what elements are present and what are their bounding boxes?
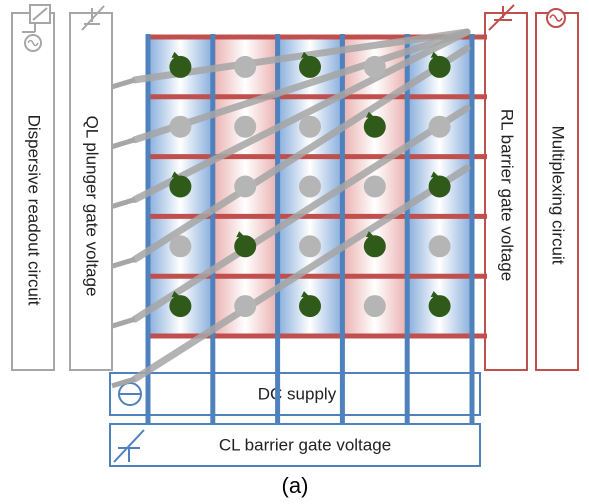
plunger-line xyxy=(131,28,471,84)
plunger-line xyxy=(131,44,471,263)
dispersive-readout-label: Dispersive readout circuit xyxy=(25,115,44,306)
empty-dot xyxy=(363,55,386,78)
empty-dot xyxy=(169,235,192,258)
readout-resonator-icon xyxy=(22,4,51,52)
empty-dot xyxy=(428,235,451,258)
empty-dot xyxy=(299,115,321,138)
spin-arrow-head-icon xyxy=(171,291,180,298)
current-source-icon xyxy=(118,382,142,406)
figure-caption: (a) xyxy=(282,473,309,498)
spin-arrow-icon xyxy=(173,295,187,316)
empty-dot xyxy=(169,115,192,138)
plunger-lead xyxy=(111,256,136,269)
red-horizontal-gate-lines xyxy=(148,34,487,339)
spin-arrow-head-icon xyxy=(430,51,439,58)
empty-dot xyxy=(363,295,386,318)
plunger-line xyxy=(131,28,471,203)
spin-arrow-head-icon xyxy=(171,51,180,58)
plunger-lead xyxy=(111,197,136,209)
spin-arrow-head-icon xyxy=(430,171,439,178)
rl-barrier-label: RL barrier gate voltage xyxy=(498,109,517,281)
spin-arrow-icon xyxy=(173,175,187,197)
empty-dot xyxy=(234,115,257,138)
ac-source-icon xyxy=(546,8,566,28)
ql-plunger-box: QL plunger gate voltage xyxy=(69,12,113,371)
spin-arrow-head-icon xyxy=(365,111,374,118)
empty-dot xyxy=(363,175,386,198)
multiplexing-box: Multiplexing circuit xyxy=(535,12,579,371)
dispersive-readout-box: Dispersive readout circuit xyxy=(11,12,55,371)
spin-arrow-icon xyxy=(432,295,446,316)
plunger-lead xyxy=(111,77,136,90)
spin-arrow-icon xyxy=(238,235,252,256)
empty-dot xyxy=(428,115,451,138)
plunger-lead xyxy=(111,137,136,150)
spin-arrow-head-icon xyxy=(171,171,180,178)
spin-arrow-icon xyxy=(367,235,381,256)
cl-barrier-label: CL barrier gate voltage xyxy=(219,435,391,454)
empty-dot xyxy=(234,295,257,318)
spin-arrow-icon xyxy=(432,175,446,197)
spin-arrow-icon xyxy=(303,56,316,77)
dc-supply-label: DC supply xyxy=(258,384,337,403)
spin-arrow-head-icon xyxy=(365,231,374,238)
gray-diagonal-plunger-lines xyxy=(111,28,471,389)
plunger-lead xyxy=(111,376,136,389)
quantum-dot-layer xyxy=(169,51,451,318)
cl-barrier-box: CL barrier gate voltage xyxy=(109,423,481,467)
spin-arrow-icon xyxy=(367,116,381,137)
empty-dot xyxy=(234,175,257,198)
plunger-line xyxy=(131,28,471,144)
spin-arrow-head-icon xyxy=(236,231,245,238)
spin-arrow-head-icon xyxy=(301,291,309,298)
spin-arrow-icon xyxy=(303,295,316,316)
ql-plunger-label: QL plunger gate voltage xyxy=(83,116,102,297)
empty-dot xyxy=(234,55,257,78)
empty-dot xyxy=(299,235,321,258)
rl-barrier-box: RL barrier gate voltage xyxy=(484,12,528,371)
plunger-lead xyxy=(111,316,136,329)
variable-voltage-icon-bottom xyxy=(113,429,145,463)
spin-arrow-head-icon xyxy=(301,51,309,58)
spin-arrow-icon xyxy=(432,56,446,77)
empty-dot xyxy=(299,175,321,198)
spin-arrow-icon xyxy=(173,56,187,77)
variable-voltage-icon-right xyxy=(488,4,515,31)
dc-supply-box: DC supply xyxy=(109,372,481,416)
blue-vertical-gate-lines xyxy=(145,34,475,424)
multiplexing-label: Multiplexing circuit xyxy=(549,126,568,265)
plunger-line xyxy=(131,164,471,383)
variable-voltage-icon-left xyxy=(81,5,105,31)
plunger-line xyxy=(131,104,471,323)
spin-arrow-head-icon xyxy=(430,291,439,298)
